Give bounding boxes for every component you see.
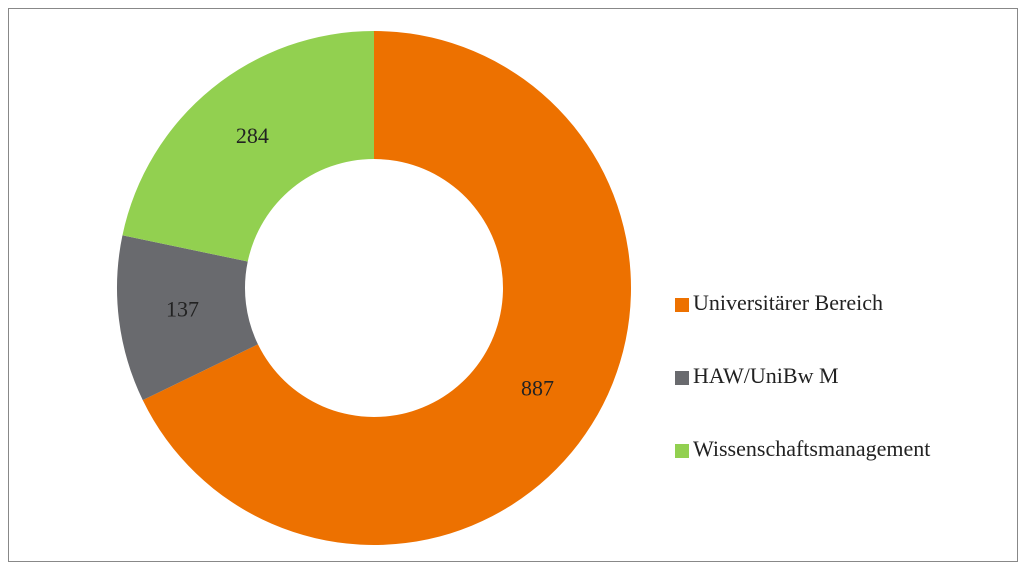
data-label: 887	[521, 376, 554, 401]
data-label: 284	[236, 123, 269, 148]
donut-segment	[142, 31, 632, 546]
legend-label: Wissenschaftsmanagement	[693, 436, 930, 461]
donut-segment	[122, 31, 374, 262]
donut-segment	[116, 235, 258, 401]
legend-swatch	[675, 371, 689, 385]
data-label: 137	[166, 297, 199, 322]
legend-label: Universitärer Bereich	[693, 290, 883, 315]
legend-swatch	[675, 444, 689, 458]
legend-swatch	[675, 298, 689, 312]
legend-label: HAW/UniBw M	[693, 363, 839, 388]
